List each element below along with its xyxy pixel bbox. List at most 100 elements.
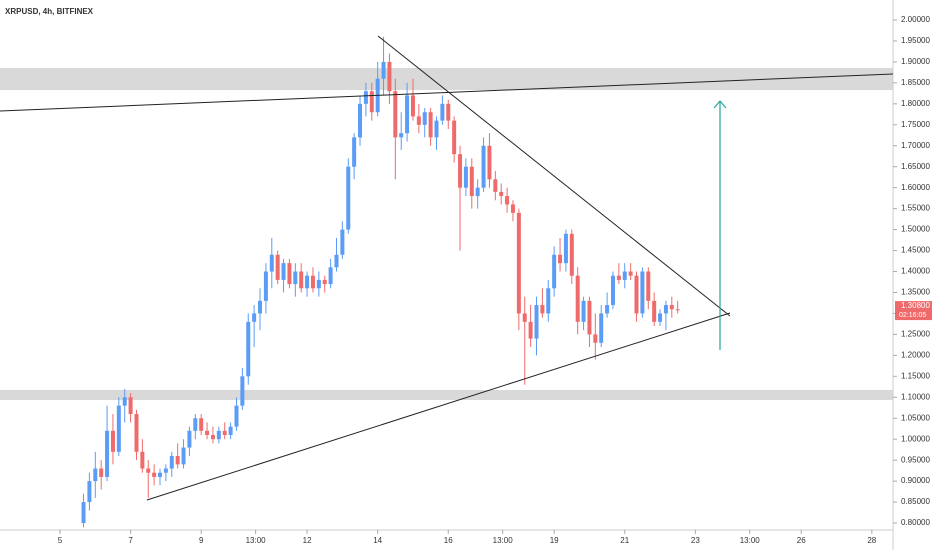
candle-body <box>610 275 615 306</box>
candle-body <box>152 472 157 477</box>
x-tick-label: 16 <box>444 536 453 545</box>
candle-body <box>675 309 680 311</box>
candle-body <box>158 472 163 477</box>
candle-body <box>634 275 639 314</box>
candle-body <box>322 279 327 285</box>
candle-body <box>563 233 568 264</box>
y-tick-label: 2.00000 <box>901 15 930 24</box>
x-tick-label: 13:00 <box>493 536 514 545</box>
candle-body <box>340 229 345 255</box>
candle-body <box>228 426 233 436</box>
candle-body <box>434 120 439 138</box>
candle-body <box>116 405 121 452</box>
countdown: 02:16:05 <box>899 312 926 319</box>
candle-body <box>405 95 410 134</box>
x-tick-label: 23 <box>691 536 700 545</box>
candle-body <box>452 120 457 155</box>
y-tick-label: 1.45000 <box>901 246 930 255</box>
candle-body <box>416 116 421 125</box>
candle-body <box>363 91 368 104</box>
candle-body <box>163 468 168 473</box>
candle-body <box>628 271 633 276</box>
candle-body <box>505 196 510 205</box>
candle-body <box>352 137 357 167</box>
candle-body <box>546 288 551 314</box>
candle-body <box>599 313 604 343</box>
candle-body <box>234 405 239 427</box>
candle-body <box>646 271 651 301</box>
y-tick-label: 0.95000 <box>901 455 930 464</box>
candle-body <box>240 376 245 406</box>
candle-body <box>140 451 145 469</box>
y-tick-label: 1.50000 <box>901 225 930 234</box>
candle-body <box>358 103 363 138</box>
candle-body <box>346 166 351 230</box>
candle-body <box>310 275 315 289</box>
candle-body <box>87 481 92 503</box>
candle-body <box>222 430 227 436</box>
candle-body <box>458 154 463 188</box>
candle-body <box>481 145 486 188</box>
y-tick-label: 1.35000 <box>901 288 930 297</box>
candle-body <box>269 254 274 272</box>
candle-body <box>552 254 557 289</box>
candle-body <box>410 95 415 117</box>
candle-body <box>422 112 427 125</box>
candle-body <box>605 305 610 314</box>
candle-body <box>493 179 498 192</box>
candle-body <box>205 430 210 436</box>
y-tick-label: 1.85000 <box>901 78 930 87</box>
resistance-zone <box>0 68 893 90</box>
candle-body <box>128 397 133 415</box>
candle-body <box>181 447 186 465</box>
candle-body <box>475 187 480 197</box>
x-tick-label: 26 <box>797 536 806 545</box>
candle-body <box>187 430 192 448</box>
candle-body <box>658 313 663 322</box>
candle-body <box>81 502 86 524</box>
trend-line <box>0 73 894 112</box>
y-tick-label: 1.05000 <box>901 413 930 422</box>
candle-body <box>399 133 404 138</box>
candle-body <box>105 430 110 477</box>
candle-body <box>663 305 668 314</box>
y-tick-label: 0.85000 <box>901 497 930 506</box>
x-tick-label: 13:00 <box>740 536 761 545</box>
candle-body <box>169 455 174 469</box>
x-tick-label: 12 <box>303 536 312 545</box>
candle-body <box>316 279 321 289</box>
candle-body <box>463 166 468 188</box>
candle-body <box>122 397 127 406</box>
candle-body <box>216 430 221 440</box>
support-zone <box>0 390 893 400</box>
y-tick-label: 1.00000 <box>901 434 930 443</box>
candle-body <box>210 435 215 440</box>
triangle-upper <box>377 35 731 317</box>
candle-body <box>534 305 539 339</box>
candle-body <box>640 271 645 314</box>
target-arrow-head <box>713 100 727 109</box>
candle-body <box>581 300 586 322</box>
x-tick-label: 28 <box>867 536 876 545</box>
x-tick-label: 21 <box>620 536 629 545</box>
x-tick-label: 7 <box>128 536 133 545</box>
y-tick-label: 1.25000 <box>901 330 930 339</box>
candle-body <box>369 91 374 113</box>
y-tick-label: 1.75000 <box>901 120 930 129</box>
candle-body <box>381 61 386 79</box>
candle-body <box>428 112 433 138</box>
candle-body <box>328 267 333 285</box>
candle-body <box>334 254 339 268</box>
candle-body <box>575 275 580 322</box>
y-tick-label: 0.80000 <box>901 518 930 527</box>
candle-body <box>393 91 398 138</box>
candle-body <box>622 271 627 280</box>
candle-body <box>299 271 304 289</box>
x-tick-label: 5 <box>58 536 63 545</box>
candle-body <box>499 191 504 197</box>
candle-body <box>540 305 545 314</box>
candle-body <box>246 321 251 377</box>
triangle-lower <box>146 312 731 501</box>
candle-body <box>616 275 621 280</box>
y-tick-label: 1.65000 <box>901 162 930 171</box>
